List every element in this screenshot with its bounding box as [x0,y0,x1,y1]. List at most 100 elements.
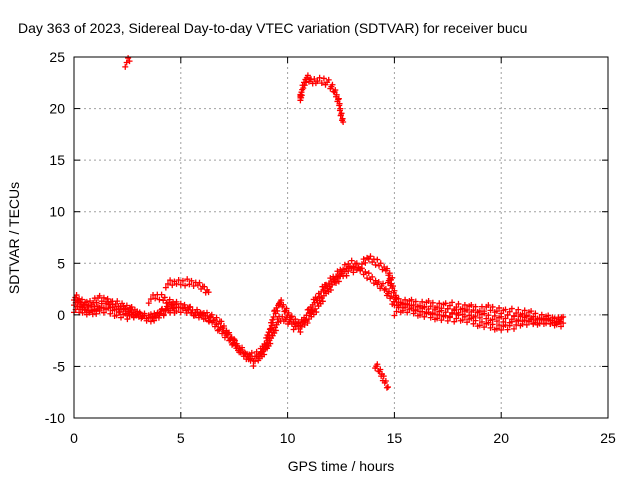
data-point [560,320,567,327]
data-point [434,315,441,322]
data-point [481,308,488,315]
data-point [375,278,382,285]
data-point [436,311,443,318]
data-point [261,351,268,358]
data-point [489,303,496,310]
data-point [287,314,294,321]
data-point [320,287,327,294]
data-point [130,313,137,320]
data-point [83,311,90,318]
series-arc-j [297,72,347,125]
data-point [313,309,320,316]
data-point [98,304,105,311]
data-point [496,304,503,311]
data-point [312,305,319,312]
data-point [374,256,381,263]
data-point [502,321,509,328]
data-point [523,321,530,328]
data-point [476,314,483,321]
data-point [100,309,107,316]
series-arc-g [145,291,180,311]
data-point [109,307,116,314]
data-point [324,285,331,292]
data-point [498,326,505,333]
data-point [449,310,456,317]
data-point [446,314,453,321]
data-point [175,276,182,283]
data-point [134,308,141,315]
data-point [402,304,409,311]
data-point [453,315,460,322]
data-point [434,304,441,311]
series-arc-k [372,361,391,391]
data-point [451,318,458,325]
series-arc-i [122,55,133,70]
data-point [267,340,274,347]
x-tick-label: 0 [70,430,78,446]
data-point [511,325,518,332]
data-point [93,299,100,306]
data-point [528,316,535,323]
data-point [506,322,513,329]
data-point [87,298,94,305]
y-tick-label: 10 [49,204,65,220]
data-point [304,72,311,79]
data-point [105,299,112,306]
data-point [105,305,112,312]
data-point [239,344,246,351]
data-point [502,315,509,322]
data-point [362,259,369,266]
data-point [481,324,488,331]
data-point [453,304,460,311]
x-tick-label: 10 [280,430,296,446]
data-point [303,312,310,319]
data-point [521,307,528,314]
data-point [234,342,241,349]
data-point [151,310,158,317]
data-point [73,292,80,299]
data-point [122,63,129,70]
data-point [120,303,127,310]
data-point [468,301,475,308]
data-point [250,363,257,370]
data-point [538,316,545,323]
data-point [123,302,130,309]
data-point [410,302,417,309]
x-tick-label: 15 [387,430,403,446]
data-point [147,296,154,303]
y-tick-label: 25 [49,49,65,65]
data-point [194,306,201,313]
data-point [395,304,402,311]
series-arc-c [71,303,137,323]
data-point [161,294,168,301]
data-point [429,311,436,318]
data-point [177,300,184,307]
data-point [377,260,384,267]
data-point [380,280,387,287]
data-point [530,321,537,328]
data-point [249,355,255,362]
data-point [141,310,148,317]
data-point [402,296,409,303]
data-point [350,269,357,276]
data-point [311,75,318,82]
data-point [504,311,511,318]
data-point [374,361,381,368]
data-point [218,318,225,325]
data-point [302,317,309,324]
data-point [177,309,184,316]
data-point [335,96,342,103]
data-point [461,313,468,320]
data-point [393,295,400,302]
data-point [320,75,327,82]
data-point [298,92,305,99]
data-point [126,312,133,319]
data-point [404,309,411,316]
data-point [182,282,189,289]
data-point [220,328,227,335]
data-point [498,310,505,317]
series-arc-e [391,295,567,326]
data-point [384,265,391,272]
data-point [545,315,552,322]
data-point [127,305,134,312]
